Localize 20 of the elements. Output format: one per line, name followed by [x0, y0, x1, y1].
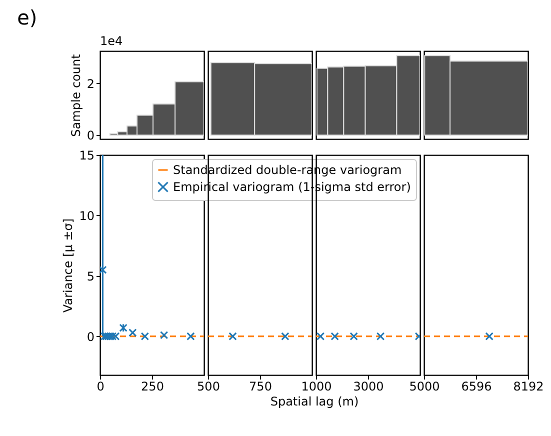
text: 1e4: [100, 34, 123, 48]
x-tick-label: 6596: [461, 380, 492, 394]
chart-title: e): [17, 5, 38, 30]
y-tick-label: 5: [86, 269, 94, 284]
y-axis-title: Sample count: [68, 54, 83, 137]
y-tick-label: 2: [86, 76, 94, 91]
y-axis-title: Variance [μ ±σ]: [61, 218, 76, 313]
x-tick-label: 3000: [353, 380, 384, 394]
y-tick-label: 0: [86, 330, 94, 344]
x-tick-label: 1000: [301, 380, 332, 394]
y-tick-label: 15: [79, 148, 94, 162]
x-tick-label: 750: [249, 380, 272, 394]
x-axis-title: Spatial lag (m): [270, 394, 359, 408]
x-tick-label: 0: [96, 380, 104, 394]
x-tick-label: 8192: [513, 380, 544, 394]
y-tick-label: 10: [79, 208, 94, 223]
x-tick-label: 250: [141, 380, 164, 394]
y-tick-label: 0: [86, 128, 94, 143]
x-tick-label: 500: [197, 380, 220, 394]
x-tick-label: 5000: [409, 380, 440, 394]
